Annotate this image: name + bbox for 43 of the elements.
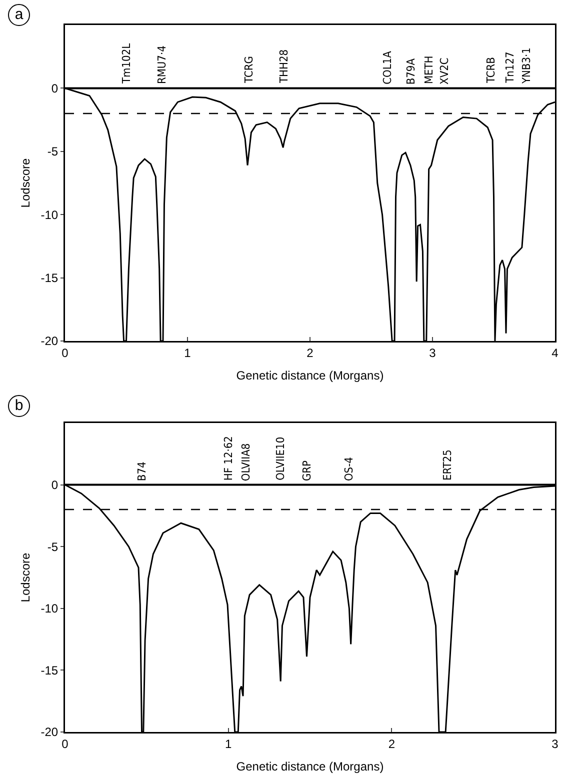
annotation: Tm102L [120, 42, 134, 84]
y-tick-label: -15 [40, 271, 58, 285]
annotation: OLVIIA8 [240, 443, 252, 482]
y-tick-label: -5 [47, 540, 58, 554]
annotation: OLVIIE10 [274, 436, 287, 480]
x-tick-label: 2 [306, 346, 314, 360]
x-tick-label: 0 [62, 736, 69, 751]
annotation: COL1A [380, 50, 394, 84]
annotation: TCRB [484, 56, 498, 84]
x-tick-label: 3 [552, 736, 559, 751]
y-tick-label: 0 [51, 81, 58, 96]
annotation: OS-4 [342, 457, 356, 481]
y-axis-title: Lodscore [18, 552, 32, 602]
annotation: GRP [300, 460, 314, 482]
annotation: THH28 [278, 49, 291, 84]
x-axis-title: Genetic distance (Morgans) [236, 368, 384, 383]
x-tick-label: 3 [429, 346, 436, 360]
chart-title: a [8, 4, 30, 26]
x-tick-label: 1 [224, 736, 232, 751]
y-tick-label: 0 [51, 478, 58, 492]
y-tick-label: -10 [40, 602, 58, 616]
annotation: TCRG [242, 56, 256, 84]
x-tick-label: 4 [552, 346, 559, 360]
annotation: B79A [404, 58, 418, 85]
annotation: Tn127 [503, 52, 516, 84]
y-tick-label: -5 [47, 144, 58, 159]
annotation: XV2C [438, 58, 452, 84]
annotation: METH [422, 56, 436, 84]
annotation: ERT25 [440, 450, 454, 480]
y-tick-label: -15 [40, 663, 58, 678]
x-axis-title: Genetic distance (Morgans) [236, 760, 384, 774]
x-tick-label: 0 [62, 346, 69, 360]
y-tick-label: -20 [40, 334, 58, 348]
y-tick-label: -10 [40, 208, 58, 222]
annotation: B74 [135, 462, 148, 482]
annotation: RMU7·4 [156, 46, 169, 84]
annotation: HF 12·62 [222, 436, 236, 481]
annotation: YNB3·1 [520, 48, 534, 85]
y-tick-label: -20 [40, 725, 58, 740]
x-tick-label: 2 [388, 736, 396, 751]
y-axis-title: Lodscore [18, 158, 32, 208]
chart-title: b [8, 395, 30, 417]
x-tick-label: 1 [184, 346, 192, 360]
